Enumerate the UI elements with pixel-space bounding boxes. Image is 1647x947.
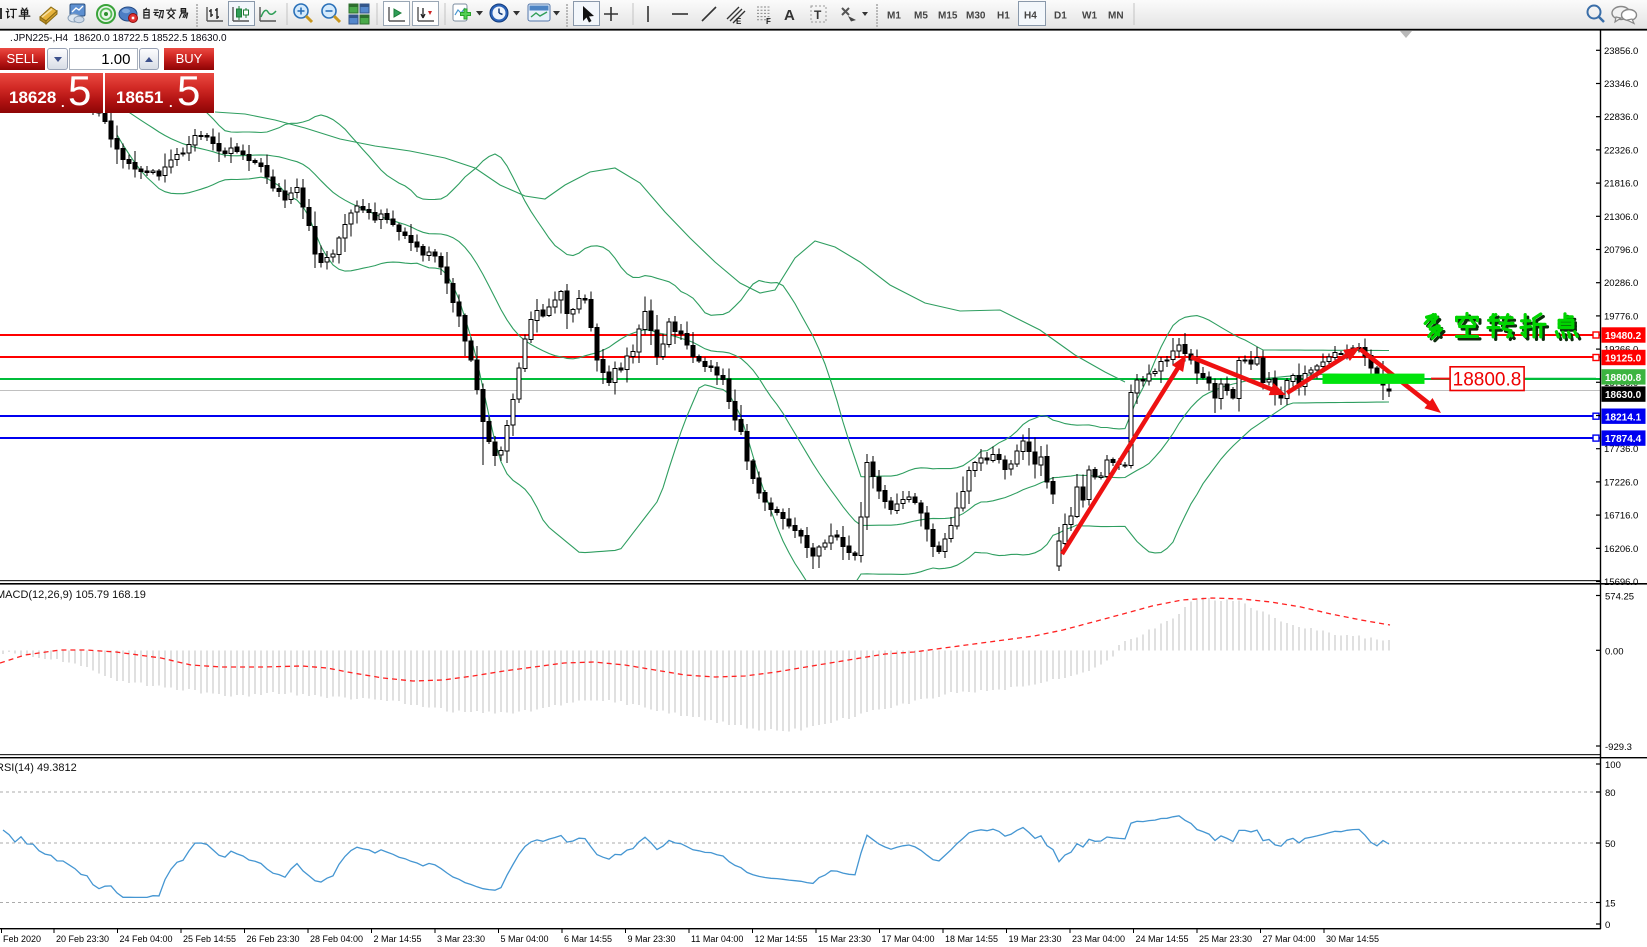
- svg-text:15: 15: [1605, 899, 1616, 910]
- svg-text:23346.0: 23346.0: [1604, 79, 1638, 90]
- svg-text:20 Feb 23:30: 20 Feb 23:30: [56, 934, 109, 944]
- svg-text:26 Feb 23:30: 26 Feb 23:30: [247, 934, 300, 944]
- svg-text:3 Mar 23:30: 3 Mar 23:30: [437, 934, 485, 944]
- svg-text:50: 50: [1605, 839, 1616, 850]
- svg-text:M1: M1: [887, 11, 901, 22]
- svg-text:5 Mar 04:00: 5 Mar 04:00: [501, 934, 549, 944]
- svg-text:M5: M5: [914, 11, 928, 22]
- svg-text:19480.2: 19480.2: [1605, 331, 1642, 342]
- svg-text:F: F: [766, 17, 771, 26]
- svg-text:H4: H4: [1024, 11, 1037, 22]
- svg-text:12 Mar 14:55: 12 Mar 14:55: [755, 934, 808, 944]
- svg-text:11 Mar 04:00: 11 Mar 04:00: [691, 934, 743, 944]
- svg-text:T: T: [814, 8, 822, 22]
- svg-text:W1: W1: [1082, 11, 1097, 22]
- svg-text:17874.4: 17874.4: [1605, 434, 1642, 445]
- svg-text:15696.0: 15696.0: [1604, 577, 1638, 588]
- svg-text:0.00: 0.00: [1605, 646, 1624, 657]
- svg-text:20796.0: 20796.0: [1604, 245, 1638, 256]
- svg-text:21306.0: 21306.0: [1604, 212, 1638, 223]
- svg-text:18 Mar 14:55: 18 Mar 14:55: [945, 934, 998, 944]
- svg-text:25 Feb 14:55: 25 Feb 14:55: [183, 934, 236, 944]
- svg-text:22326.0: 22326.0: [1604, 145, 1638, 156]
- svg-text:17736.0: 17736.0: [1604, 444, 1638, 455]
- svg-text:D1: D1: [1054, 11, 1067, 22]
- svg-text:15 Mar 23:30: 15 Mar 23:30: [818, 934, 871, 944]
- svg-text:19776.0: 19776.0: [1604, 311, 1638, 322]
- svg-text:18800.8: 18800.8: [1605, 373, 1642, 384]
- svg-text:17226.0: 17226.0: [1604, 477, 1638, 488]
- svg-text:18214.1: 18214.1: [1605, 412, 1642, 423]
- svg-text:18630.0: 18630.0: [1605, 390, 1642, 401]
- svg-text:23856.0: 23856.0: [1604, 46, 1638, 57]
- svg-text:19125.0: 19125.0: [1605, 354, 1642, 365]
- svg-text:25 Mar 23:30: 25 Mar 23:30: [1199, 934, 1252, 944]
- svg-text:21816.0: 21816.0: [1604, 179, 1638, 190]
- svg-text:16716.0: 16716.0: [1604, 511, 1638, 522]
- svg-text:9 Mar 23:30: 9 Mar 23:30: [628, 934, 676, 944]
- svg-text:H1: H1: [997, 11, 1010, 22]
- svg-text:A: A: [784, 7, 795, 24]
- svg-text:2 Mar 14:55: 2 Mar 14:55: [374, 934, 422, 944]
- svg-text:17 Mar 04:00: 17 Mar 04:00: [882, 934, 935, 944]
- svg-text:20286.0: 20286.0: [1604, 278, 1638, 289]
- svg-text:27 Mar 04:00: 27 Mar 04:00: [1263, 934, 1316, 944]
- svg-text:18800.8: 18800.8: [1453, 370, 1522, 391]
- svg-text:6 Mar 14:55: 6 Mar 14:55: [564, 934, 612, 944]
- svg-text:80: 80: [1605, 788, 1616, 799]
- svg-text:E: E: [736, 17, 742, 26]
- svg-text:0: 0: [1605, 920, 1610, 931]
- svg-text:16206.0: 16206.0: [1604, 544, 1638, 555]
- svg-text:100: 100: [1605, 760, 1621, 771]
- svg-text:Feb 2020: Feb 2020: [3, 934, 41, 944]
- svg-text:M30: M30: [966, 11, 986, 22]
- svg-text:30 Mar 14:55: 30 Mar 14:55: [1326, 934, 1379, 944]
- svg-text:-929.3: -929.3: [1605, 742, 1632, 753]
- svg-text:24 Mar 14:55: 24 Mar 14:55: [1136, 934, 1189, 944]
- svg-text:MN: MN: [1108, 11, 1124, 22]
- svg-text:24 Feb 04:00: 24 Feb 04:00: [120, 934, 173, 944]
- svg-text:M15: M15: [938, 11, 958, 22]
- svg-text:574.25: 574.25: [1605, 592, 1634, 603]
- svg-text:23 Mar 04:00: 23 Mar 04:00: [1072, 934, 1125, 944]
- svg-text:19 Mar 23:30: 19 Mar 23:30: [1009, 934, 1062, 944]
- svg-text:28 Feb 04:00: 28 Feb 04:00: [310, 934, 363, 944]
- svg-text:22836.0: 22836.0: [1604, 112, 1638, 123]
